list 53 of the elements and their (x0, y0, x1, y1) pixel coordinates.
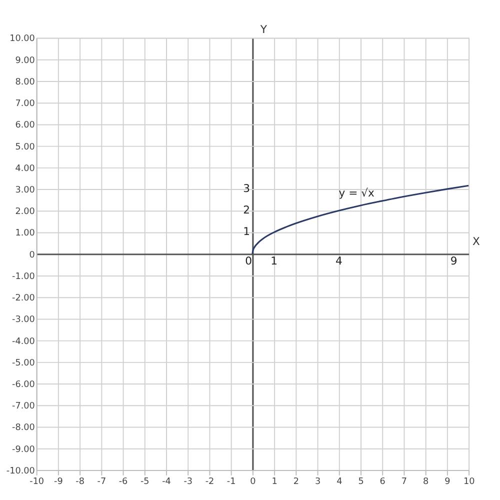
annotation: 4 (335, 254, 342, 268)
x-tick-label: 9 (444, 477, 450, 488)
y-tick-label: 10.00 (10, 34, 36, 44)
annotation: 3 (243, 182, 250, 195)
x-tick-label: 7 (401, 477, 408, 488)
x-tick-label: -5 (140, 477, 150, 488)
y-tick-label: -6.00 (12, 380, 36, 390)
x-axis-title: X (472, 235, 480, 248)
x-tick-label: 0 (250, 477, 256, 488)
y-tick-label: -4.00 (12, 336, 36, 347)
y-tick-label: 9.00 (15, 56, 36, 66)
x-tick-label: 4 (336, 477, 343, 488)
annotation: 9 (450, 254, 458, 268)
y-tick-label: -10.00 (6, 466, 36, 476)
y-tick-label: -3.00 (12, 315, 36, 326)
x-tick-label: -2 (205, 477, 214, 488)
y-tick-label: 5.00 (15, 142, 36, 152)
y-tick-label: -1.00 (12, 272, 36, 282)
x-tick-label: 6 (380, 477, 386, 488)
y-tick-label: 2.00 (15, 207, 36, 218)
y-tick-label: 8.00 (15, 77, 36, 88)
x-tick-label: -3 (184, 477, 193, 488)
x-tick-label: -9 (54, 477, 63, 488)
y-tick-label: 4.00 (15, 164, 36, 174)
x-tick-label: 8 (423, 477, 430, 488)
y-tick-label: 6.00 (15, 120, 36, 131)
y-tick-label: -2.00 (12, 294, 36, 304)
series-label: y = √x (338, 186, 375, 200)
x-tick-label: 2 (293, 477, 299, 488)
annotation: 1 (243, 225, 250, 238)
x-tick-label: 5 (358, 477, 364, 488)
annotation: 0 (245, 254, 252, 268)
annotation: 2 (243, 204, 250, 217)
x-tick-label: -1 (226, 477, 236, 488)
y-tick-label: -8.00 (12, 423, 36, 434)
annotation: 1 (270, 254, 278, 268)
x-tick-label: -10 (30, 477, 44, 488)
x-tick-label: -8 (76, 477, 85, 488)
x-tick-label: -7 (97, 477, 106, 488)
x-tick-label: -4 (162, 477, 172, 488)
x-tick-label: -6 (118, 477, 128, 488)
x-tick-label: 3 (314, 477, 321, 488)
line-series (252, 184, 470, 255)
y-tick-label: 3.00 (15, 185, 36, 196)
y-tick-label: -5.00 (12, 358, 36, 368)
y-tick-label: -9.00 (12, 444, 36, 455)
x-tick-label: 10 (463, 477, 476, 488)
y-tick-label: 0 (29, 250, 36, 260)
x-tick-label: 1 (272, 477, 278, 488)
y-tick-label: 7.00 (15, 99, 36, 110)
y-axis-title: Y (259, 22, 268, 36)
y-tick-label: -7.00 (12, 402, 36, 412)
y-tick-label: 1.00 (15, 228, 36, 239)
